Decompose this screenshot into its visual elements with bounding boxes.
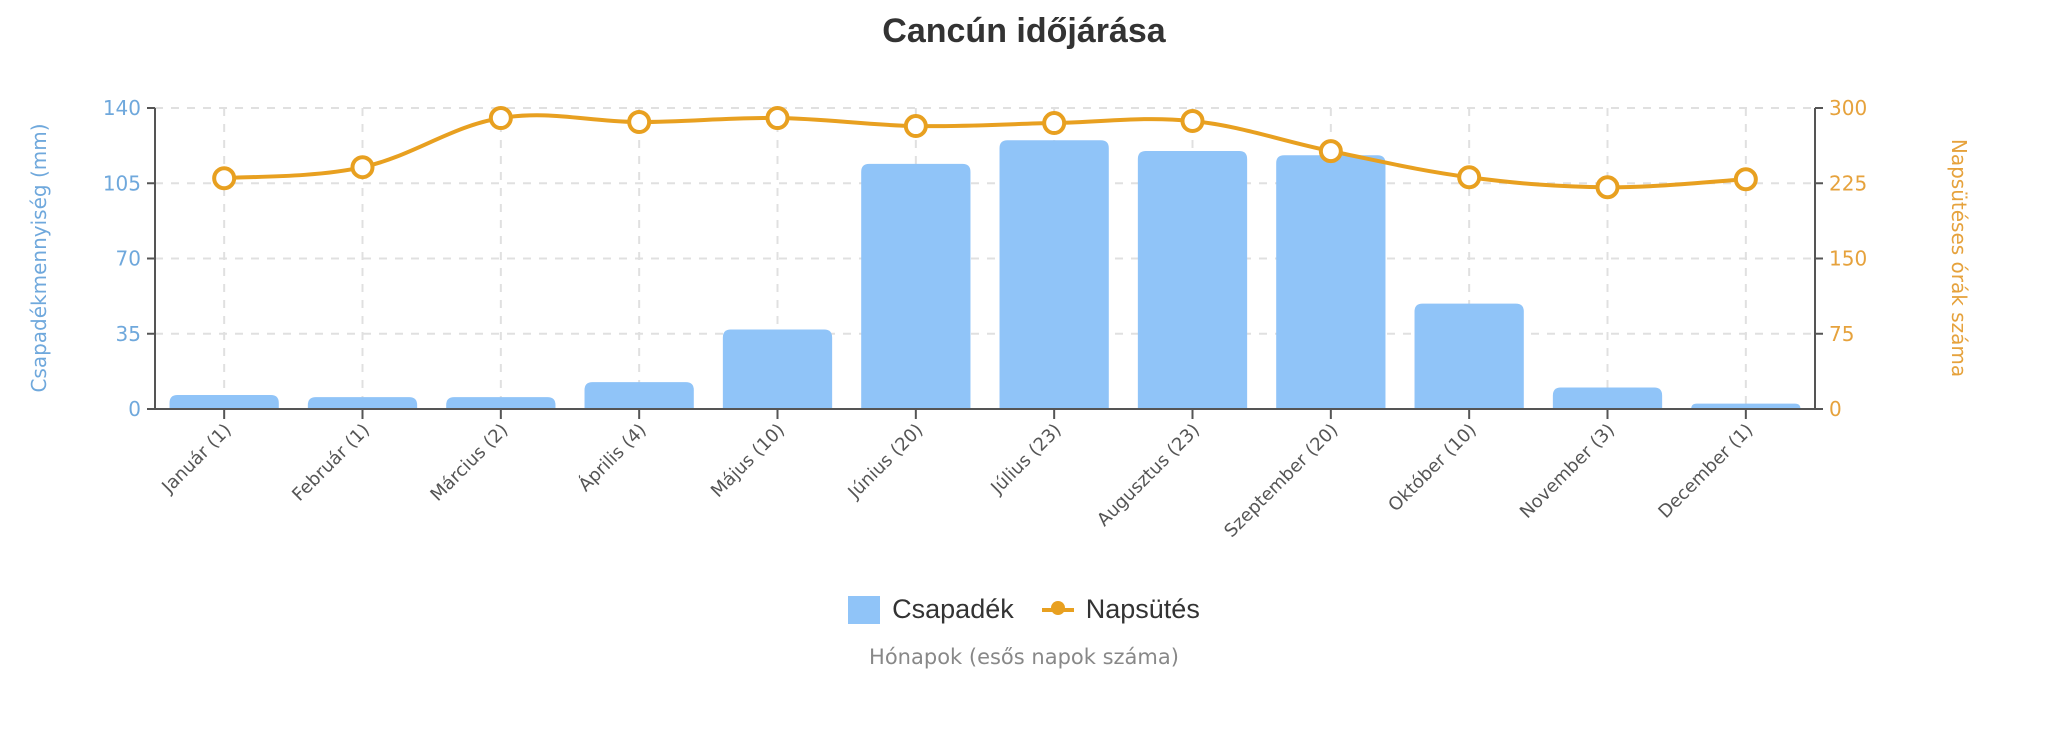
precipitation-bar xyxy=(307,397,418,409)
sunshine-marker xyxy=(765,106,790,131)
bar-swatch-icon xyxy=(848,595,881,624)
precipitation-bar xyxy=(1414,303,1524,409)
precipitation-bar xyxy=(1276,155,1386,409)
precipitation-bar xyxy=(861,163,971,409)
sunshine-marker xyxy=(1733,167,1758,192)
sunshine-marker xyxy=(1180,109,1205,134)
x-tick-label: December (1) xyxy=(1654,420,1757,523)
right-tick-label: 300 xyxy=(1829,96,1867,120)
sunshine-marker xyxy=(1595,175,1620,200)
x-tick-label: Augusztus (23) xyxy=(1093,420,1204,531)
sunshine-marker xyxy=(350,155,375,180)
x-tick-label: Március (2) xyxy=(426,420,512,506)
x-tick-label: Június (20) xyxy=(844,420,928,504)
precipitation-bar xyxy=(169,395,279,409)
x-tick-label: Január (1) xyxy=(157,420,235,498)
left-tick-label: 140 xyxy=(103,96,141,120)
sunshine-line xyxy=(212,106,1758,200)
sunshine-line-path xyxy=(224,113,1746,190)
line-marker-icon xyxy=(1041,600,1074,615)
legend-label-sunshine: Napsütés xyxy=(1085,594,1200,624)
precipitation-bar xyxy=(584,382,694,409)
chart-title: Cancún időjárása xyxy=(882,12,1166,50)
sunshine-marker xyxy=(1318,139,1343,164)
legend-item-precipitation[interactable]: Csapadék xyxy=(848,594,1014,625)
left-tick-label: 0 xyxy=(128,397,141,421)
x-tick-label: Április (4) xyxy=(574,419,651,496)
x-tick-label: November (3) xyxy=(1516,420,1619,523)
precipitation-bar xyxy=(999,140,1109,409)
right-axis-title: Napsütéses órák száma xyxy=(1947,139,1971,377)
left-axis-title: Csapadékmennyiség (mm) xyxy=(27,123,51,392)
legend: Csapadék Napsütés xyxy=(0,594,2048,625)
precipitation-bar xyxy=(446,397,556,409)
x-tick-label: Július (23) xyxy=(986,420,1065,499)
legend-label-precipitation: Csapadék xyxy=(892,594,1014,624)
sunshine-marker xyxy=(212,166,237,191)
sunshine-marker xyxy=(627,110,652,135)
right-tick-label: 0 xyxy=(1829,397,1842,421)
sunshine-marker xyxy=(1457,165,1482,190)
left-tick-label: 35 xyxy=(116,322,141,346)
x-axis-title: Hónapok (esős napok száma) xyxy=(869,645,1179,669)
x-tick-label: Május (10) xyxy=(707,420,789,502)
precipitation-bar xyxy=(1691,403,1801,409)
left-tick-label: 70 xyxy=(116,247,141,271)
precipitation-bar xyxy=(1552,387,1663,409)
right-tick-label: 225 xyxy=(1829,171,1867,195)
sunshine-marker xyxy=(1042,111,1067,136)
sunshine-marker xyxy=(488,106,513,131)
left-tick-label: 105 xyxy=(103,171,141,195)
precipitation-bars xyxy=(169,140,1801,409)
precipitation-bar xyxy=(1137,151,1248,409)
x-tick-label: Február (1) xyxy=(288,420,374,506)
right-tick-label: 75 xyxy=(1829,322,1854,346)
x-tick-label: Szeptember (20) xyxy=(1220,420,1342,542)
precipitation-bar xyxy=(722,329,833,409)
right-tick-label: 150 xyxy=(1829,247,1867,271)
legend-item-sunshine[interactable]: Napsütés xyxy=(1041,594,1200,625)
x-tick-label: Október (10) xyxy=(1384,420,1480,516)
sunshine-marker xyxy=(903,114,928,139)
